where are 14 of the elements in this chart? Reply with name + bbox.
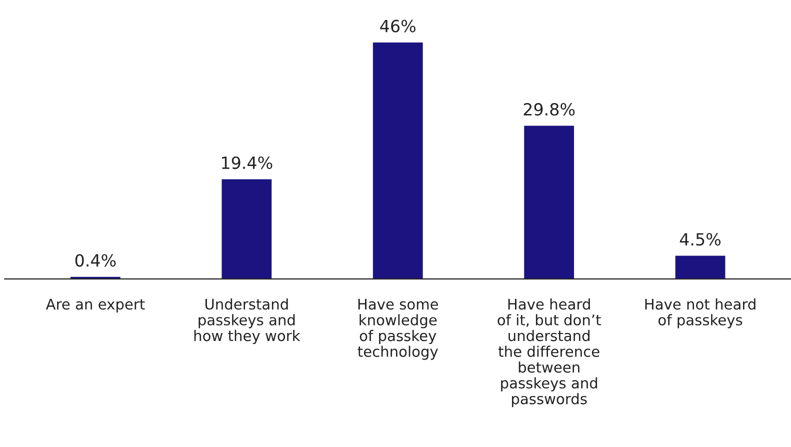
bar [675, 256, 726, 279]
data-label: 46% [380, 20, 416, 32]
bar [524, 126, 574, 279]
bar [372, 42, 423, 279]
data-label: 29.8% [524, 103, 575, 116]
x-tick-label: Are an expert [46, 298, 145, 312]
data-label: 0.4% [75, 254, 116, 267]
bar [222, 179, 272, 279]
x-tick-label: Have heard of it, but don’t understand the difference between passkeys and passwords [498, 298, 601, 408]
x-tick-label: Have not heard of passkeys [645, 298, 756, 328]
data-label: 4.5% [680, 233, 721, 246]
x-tick-label: Understand passkeys and how they work [194, 298, 300, 344]
x-tick-label: Have some knowledge of passkey technology [358, 298, 438, 360]
data-label: 19.4% [222, 156, 272, 170]
